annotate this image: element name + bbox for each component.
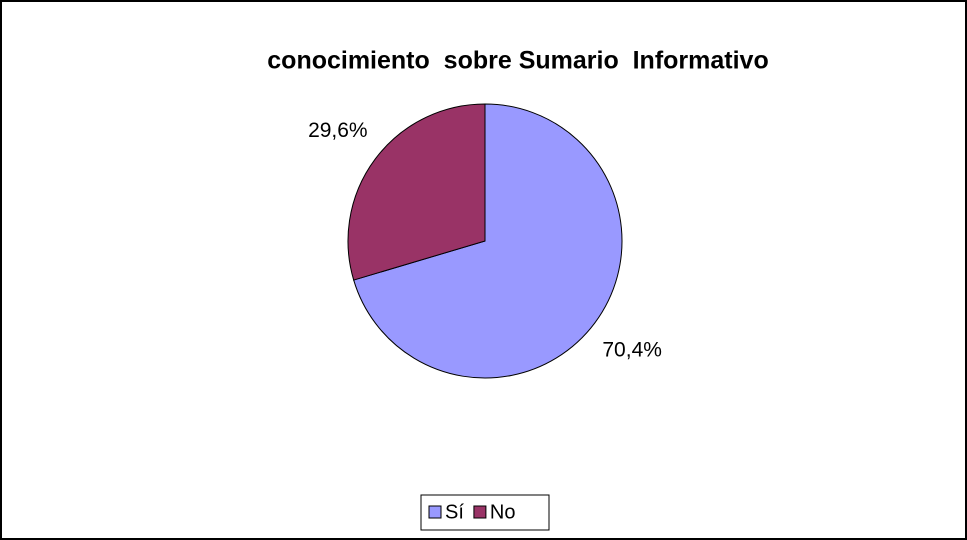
legend-label: No	[490, 501, 516, 523]
legend-box	[420, 494, 550, 531]
data-label: 29,6%	[308, 119, 368, 142]
chart-title: conocimiento sobre Sumario Informativo	[267, 47, 768, 75]
legend-swatch	[473, 505, 487, 519]
data-label: 70,4%	[602, 338, 662, 361]
legend-swatch	[428, 505, 442, 519]
pie-slice	[347, 103, 486, 281]
pie-slice	[353, 103, 623, 379]
legend-label: Sí	[445, 501, 464, 523]
